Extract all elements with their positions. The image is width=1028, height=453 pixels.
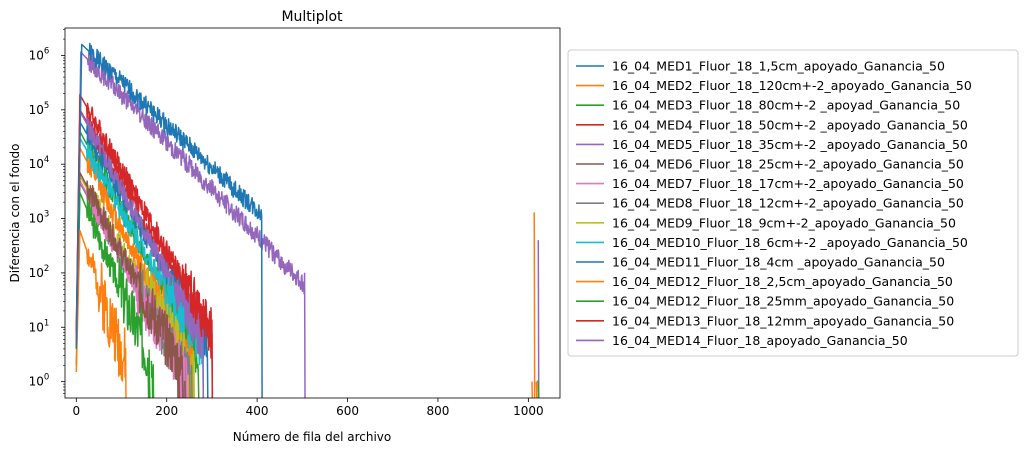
legend-entry: 16_04_MED6_Fluor_18_25cm+-2_apoyado_Gana… [612, 157, 964, 172]
y-axis: 100 101 102 103 104 105 106 [29, 29, 65, 394]
y-axis-label: Diferencia con el fondo [8, 144, 22, 283]
series-line-1 [75, 42, 263, 398]
x-tick-label: 600 [336, 404, 359, 418]
legend-entry: 16_04_MED13_Fluor_18_12mm_apoyado_Gananc… [612, 313, 954, 328]
legend-entry: 16_04_MED1_Fluor_18_1,5cm_apoyado_Gananc… [612, 59, 945, 74]
legend-entry: 16_04_MED9_Fluor_18_9cm+-2_apoyado_Ganan… [612, 215, 956, 230]
legend-entry: 16_04_MED14_Fluor_18_apoyado_Ganancia_50 [612, 333, 908, 348]
series-line-4 [75, 93, 214, 398]
legend-entry: 16_04_MED5_Fluor_18_35cm+-2 _apoyado_Gan… [612, 137, 968, 152]
x-tick-label: 200 [155, 404, 178, 418]
series-line-5 [75, 110, 205, 398]
x-tick-label: 0 [72, 404, 80, 418]
legend-entry: 16_04_MED4_Fluor_18_50cm+-2 _apoyado_Gan… [612, 117, 968, 132]
legend-entry: 16_04_MED8_Fluor_18_12cm+-2_apoyado_Gana… [612, 196, 964, 211]
legend-entry: 16_04_MED11_Fluor_18_4cm _apoyado_Gananc… [612, 255, 945, 270]
y-tick-label: 102 [29, 264, 50, 280]
legend-entry: 16_04_MED12_Fluor_18_25mm_apoyado_Gananc… [612, 294, 954, 309]
y-tick-label: 103 [29, 210, 50, 226]
legend-entry: 16_04_MED2_Fluor_18_120cm+-2_apoyado_Gan… [612, 78, 972, 93]
series-line-2 [75, 212, 538, 398]
plot-frame [64, 27, 561, 399]
y-tick-label: 100 [29, 373, 50, 389]
x-tick-label: 400 [246, 404, 269, 418]
legend-entry: 16_04_MED10_Fluor_18_6cm+-2 _apoyado_Gan… [612, 235, 968, 250]
y-tick-label: 104 [29, 155, 50, 171]
series-line-6 [75, 171, 186, 398]
y-tick-label: 105 [29, 101, 50, 117]
legend-entry: 16_04_MED7_Fluor_18_17cm+-2_apoyado_Gana… [612, 176, 964, 191]
legend-box [567, 49, 1019, 357]
plot-area [75, 42, 540, 398]
legend-entry: 16_04_MED12_Fluor_18_2,5cm_apoyado_Ganan… [612, 274, 953, 289]
x-axis: 0 200 400 600 800 1000 [72, 398, 544, 418]
x-axis-label: Número de fila del archivo [233, 430, 392, 444]
chart-title: Multiplot [281, 9, 343, 25]
series-line-10 [75, 137, 205, 398]
x-tick-label: 800 [426, 404, 449, 418]
y-tick-label: 106 [29, 46, 50, 62]
legend-entry: 16_04_MED3_Fluor_18_80cm+-2 _apoyad_Gana… [612, 98, 960, 113]
y-tick-label: 101 [29, 318, 50, 334]
x-tick-label: 1000 [513, 404, 544, 418]
legend: 16_04_MED1_Fluor_18_1,5cm_apoyado_Gananc… [567, 49, 1019, 357]
series-line-3 [75, 191, 540, 398]
